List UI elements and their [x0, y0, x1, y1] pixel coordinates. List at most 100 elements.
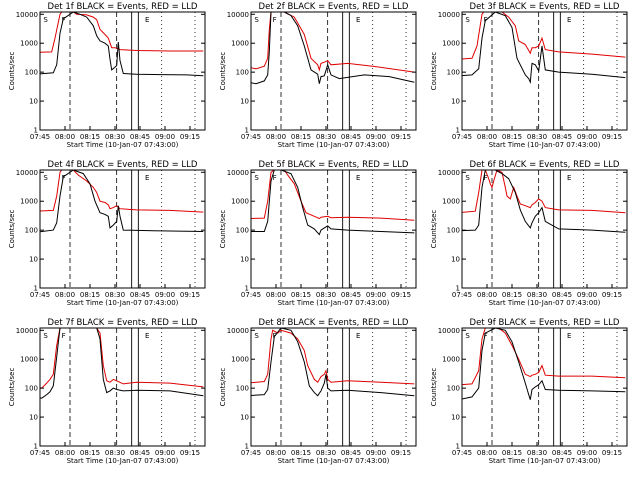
- y-axis-label: Counts/sec: [219, 52, 227, 91]
- y-tick-label: 1000: [231, 198, 249, 206]
- marker-f: F: [273, 174, 277, 182]
- x-axis-label: Start Time (10-Jan-07 07:43:00): [278, 457, 390, 465]
- marker-f: F: [273, 332, 277, 340]
- x-tick-label: 07:45: [30, 133, 50, 141]
- x-axis-label: Start Time (10-Jan-07 07:43:00): [489, 141, 601, 149]
- y-tick-label: 100: [447, 227, 460, 235]
- x-tick-label: 09:15: [180, 133, 200, 141]
- y-axis-label: Counts/sec: [8, 210, 16, 249]
- chart-title: Det 3f BLACK = Events, RED = LLD: [470, 2, 620, 12]
- x-tick-label: 08:15: [291, 291, 311, 299]
- x-tick-label: 08:45: [341, 133, 361, 141]
- y-tick-label: 100: [236, 385, 249, 393]
- y-tick-label: 1: [34, 285, 38, 293]
- y-tick-label: 10: [240, 256, 249, 264]
- y-tick-label: 1000: [231, 356, 249, 364]
- y-tick-label: 1000: [442, 198, 460, 206]
- series-lld-line: [40, 328, 204, 389]
- x-tick-label: 09:15: [602, 449, 622, 457]
- series-lld-line: [40, 12, 204, 53]
- series-lld-line: [462, 170, 626, 214]
- y-axis-label: Counts/sec: [430, 52, 438, 91]
- x-tick-label: 09:00: [155, 133, 175, 141]
- series-events-line: [251, 12, 415, 85]
- x-tick-label: 07:45: [30, 291, 50, 299]
- marker-s: S: [254, 16, 259, 24]
- y-tick-label: 10: [240, 98, 249, 106]
- x-axis-label: Start Time (10-Jan-07 07:43:00): [67, 141, 179, 149]
- x-tick-label: 09:15: [180, 291, 200, 299]
- y-tick-label: 10000: [16, 169, 38, 177]
- series-lld-line: [251, 12, 415, 73]
- marker-f: F: [62, 332, 66, 340]
- x-axis-label: Start Time (10-Jan-07 07:43:00): [489, 299, 601, 307]
- plot-frame: [250, 11, 417, 131]
- x-tick-label: 09:00: [366, 291, 386, 299]
- x-tick-label: 07:45: [241, 449, 261, 457]
- series-events-line: [462, 12, 626, 85]
- x-tick-label: 08:30: [527, 449, 547, 457]
- x-tick-label: 09:00: [366, 133, 386, 141]
- y-tick-label: 100: [236, 69, 249, 77]
- y-axis-label: Counts/sec: [430, 210, 438, 249]
- x-tick-label: 07:45: [241, 291, 261, 299]
- x-tick-label: 08:30: [105, 291, 125, 299]
- y-tick-label: 10: [29, 98, 38, 106]
- x-axis-label: Start Time (10-Jan-07 07:43:00): [278, 141, 390, 149]
- x-tick-label: 09:15: [391, 449, 411, 457]
- marker-e: E: [145, 332, 149, 340]
- x-axis-label: Start Time (10-Jan-07 07:43:00): [67, 299, 179, 307]
- x-tick-label: 08:45: [130, 133, 150, 141]
- x-tick-label: 08:45: [341, 449, 361, 457]
- y-tick-label: 1000: [20, 40, 38, 48]
- chart-title: Det 4f BLACK = Events, RED = LLD: [48, 160, 198, 170]
- marker-e: E: [145, 174, 149, 182]
- x-tick-label: 08:45: [552, 291, 572, 299]
- y-tick-label: 10: [451, 98, 460, 106]
- x-tick-label: 08:00: [477, 449, 497, 457]
- y-axis-label: Counts/sec: [219, 368, 227, 407]
- x-axis-label: Start Time (10-Jan-07 07:43:00): [67, 457, 179, 465]
- y-tick-label: 1000: [20, 198, 38, 206]
- x-tick-label: 09:15: [180, 449, 200, 457]
- y-tick-label: 10000: [438, 327, 460, 335]
- y-tick-label: 100: [25, 385, 38, 393]
- plot-frame: [461, 169, 628, 289]
- x-tick-label: 07:45: [241, 133, 261, 141]
- x-tick-label: 08:45: [130, 291, 150, 299]
- x-tick-label: 09:00: [577, 291, 597, 299]
- chart-title: Det 5f BLACK = Events, RED = LLD: [259, 160, 409, 170]
- marker-e: E: [356, 16, 360, 24]
- y-tick-label: 10000: [16, 11, 38, 19]
- y-tick-label: 10000: [227, 327, 249, 335]
- series-events-line: [40, 170, 204, 233]
- x-tick-label: 07:45: [30, 449, 50, 457]
- chart-title: Det 8f BLACK = Events, RED = LLD: [259, 318, 409, 328]
- marker-s: S: [43, 174, 48, 182]
- y-axis-label: Counts/sec: [8, 52, 16, 91]
- marker-e: E: [356, 174, 360, 182]
- y-tick-label: 10000: [227, 11, 249, 19]
- x-axis-label: Start Time (10-Jan-07 07:43:00): [278, 299, 390, 307]
- x-tick-label: 07:45: [452, 291, 472, 299]
- x-tick-label: 08:30: [527, 291, 547, 299]
- x-tick-label: 08:00: [266, 291, 286, 299]
- marker-e: E: [567, 332, 571, 340]
- x-tick-label: 09:15: [391, 133, 411, 141]
- y-tick-label: 1: [34, 443, 38, 451]
- chart-title: Det 6f BLACK = Events, RED = LLD: [470, 160, 620, 170]
- marker-f: F: [484, 332, 488, 340]
- chart-title: Det 7f BLACK = Events, RED = LLD: [48, 318, 198, 328]
- marker-s: S: [43, 332, 48, 340]
- chart-title: Det 1f BLACK = Events, RED = LLD: [48, 2, 198, 12]
- x-tick-label: 08:15: [291, 133, 311, 141]
- y-tick-label: 1000: [442, 40, 460, 48]
- y-tick-label: 1: [456, 285, 460, 293]
- y-tick-label: 10: [451, 256, 460, 264]
